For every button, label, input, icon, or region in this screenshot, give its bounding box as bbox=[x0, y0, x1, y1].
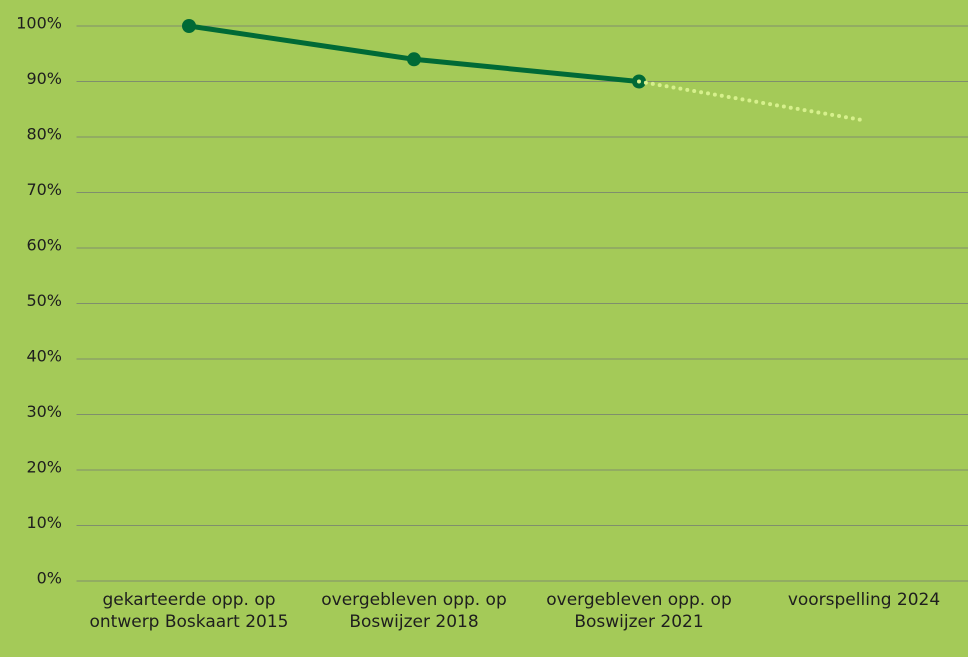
x-tick-label: overgebleven opp. op Boswijzer 2021 bbox=[546, 590, 732, 632]
y-tick-label: 80% bbox=[26, 125, 62, 144]
y-tick-label: 90% bbox=[26, 69, 62, 88]
y-tick-label: 20% bbox=[26, 458, 62, 477]
x-tick-label: overgebleven opp. op Boswijzer 2018 bbox=[321, 590, 507, 632]
y-tick-label: 50% bbox=[26, 291, 62, 310]
marker bbox=[182, 19, 196, 33]
y-tick-label: 60% bbox=[26, 236, 62, 255]
x-tick-label: voorspelling 2024 bbox=[787, 590, 941, 610]
series-line bbox=[637, 79, 866, 123]
y-tick-label: 70% bbox=[26, 180, 62, 199]
y-tick-label: 10% bbox=[26, 513, 62, 532]
y-tick-label: 40% bbox=[26, 347, 62, 366]
y-tick-label: 100% bbox=[16, 14, 62, 33]
x-tick-label: gekarteerde opp. op ontwerp Boskaart 201… bbox=[89, 590, 289, 632]
marker bbox=[407, 52, 421, 67]
y-tick-label: 30% bbox=[26, 402, 62, 421]
y-tick-label: 0% bbox=[37, 569, 62, 588]
